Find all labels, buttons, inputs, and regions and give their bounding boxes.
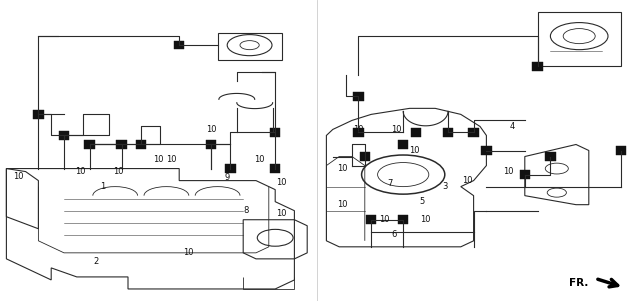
Text: 10: 10 (410, 146, 420, 155)
Text: 10: 10 (353, 125, 364, 134)
Polygon shape (545, 152, 556, 161)
Text: 10: 10 (420, 215, 431, 224)
Polygon shape (443, 128, 453, 137)
Polygon shape (398, 140, 408, 149)
Polygon shape (84, 140, 95, 149)
Polygon shape (270, 164, 280, 173)
Text: 7: 7 (388, 179, 393, 188)
Text: 1: 1 (100, 182, 105, 191)
Text: 10: 10 (154, 155, 164, 164)
Text: 8: 8 (244, 206, 249, 215)
Polygon shape (353, 128, 364, 137)
Polygon shape (468, 128, 479, 137)
Polygon shape (353, 92, 364, 101)
Text: 10: 10 (113, 167, 124, 176)
Text: 3: 3 (442, 182, 447, 191)
Polygon shape (481, 146, 492, 155)
Text: 10: 10 (392, 125, 402, 134)
Polygon shape (206, 140, 216, 149)
Polygon shape (225, 164, 236, 173)
Text: 10: 10 (337, 200, 348, 209)
Text: 10: 10 (462, 176, 472, 185)
Polygon shape (174, 41, 184, 49)
Text: 6: 6 (391, 230, 396, 239)
Polygon shape (33, 110, 44, 119)
Text: 9: 9 (225, 173, 230, 182)
Text: 4: 4 (509, 122, 515, 131)
Polygon shape (616, 146, 626, 155)
Text: 10: 10 (254, 155, 264, 164)
Text: 10: 10 (206, 125, 216, 134)
Polygon shape (59, 131, 69, 140)
Text: 5: 5 (420, 197, 425, 206)
Text: 10: 10 (13, 172, 23, 181)
Text: 10: 10 (379, 215, 389, 224)
Text: 2: 2 (93, 257, 99, 266)
Text: 10: 10 (504, 167, 514, 176)
Text: 10: 10 (276, 209, 287, 218)
Text: 10: 10 (337, 164, 348, 173)
Polygon shape (360, 152, 370, 161)
Text: 10: 10 (75, 167, 85, 176)
Polygon shape (116, 140, 127, 149)
Polygon shape (520, 170, 530, 179)
Polygon shape (398, 216, 408, 224)
Polygon shape (366, 216, 376, 224)
Polygon shape (532, 62, 543, 70)
Text: FR.: FR. (570, 278, 589, 288)
Text: 10: 10 (276, 178, 287, 187)
Polygon shape (270, 128, 280, 137)
Text: 10: 10 (166, 155, 177, 164)
Polygon shape (411, 128, 421, 137)
Polygon shape (136, 140, 146, 149)
Text: 10: 10 (184, 248, 194, 257)
